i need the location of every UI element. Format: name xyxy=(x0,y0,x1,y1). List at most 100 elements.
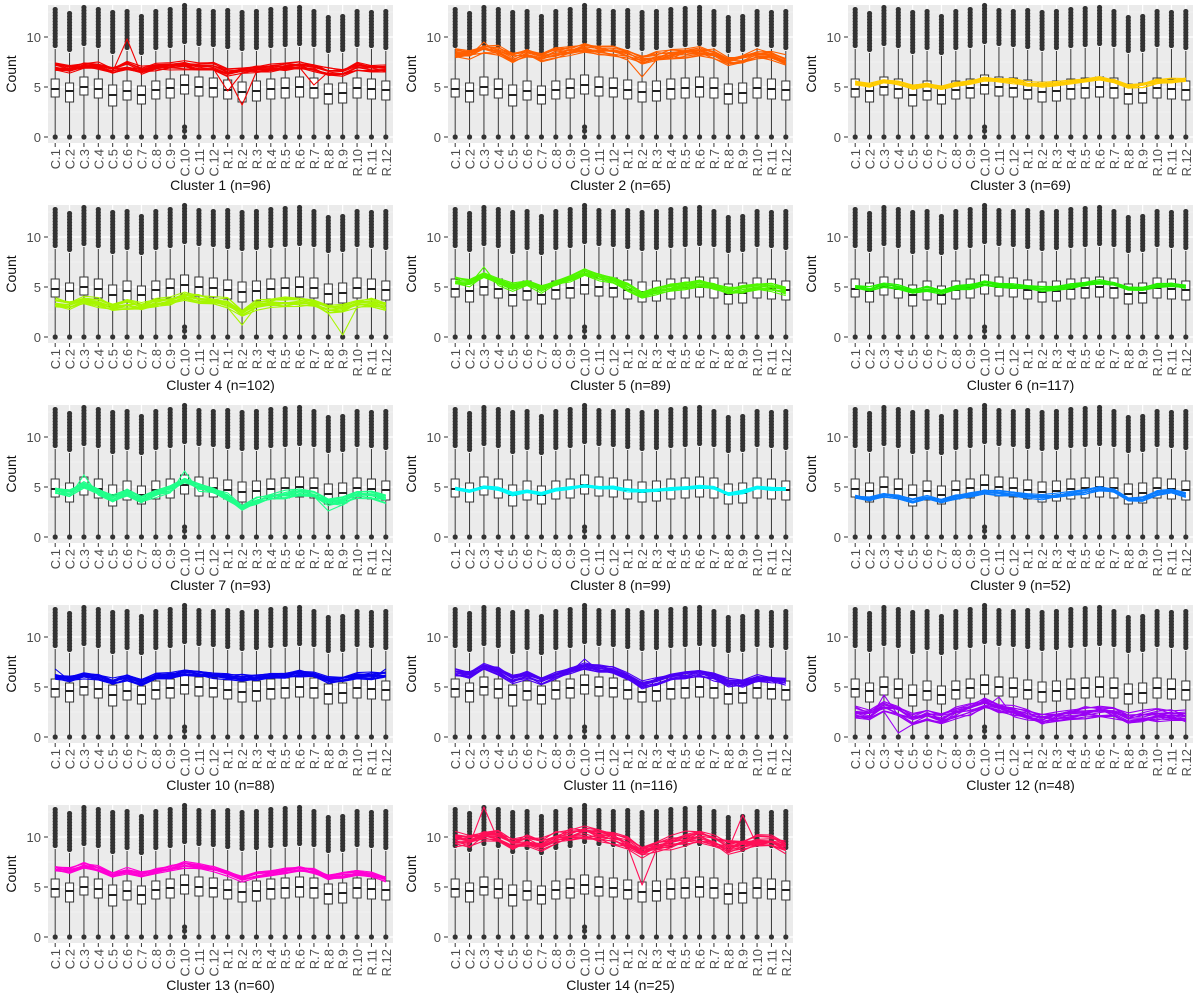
outlier-point xyxy=(340,534,345,539)
outlier-point xyxy=(596,134,601,139)
x-tick-label: C.6 xyxy=(520,149,535,169)
outlier-point xyxy=(239,334,244,339)
outlier-point xyxy=(1054,409,1059,414)
outlier-point xyxy=(896,207,901,212)
outlier-point xyxy=(124,334,129,339)
x-tick-label: C.8 xyxy=(549,349,564,369)
outlier-point xyxy=(1140,214,1145,219)
outlier-point xyxy=(268,334,273,339)
outlier-point xyxy=(697,334,702,339)
x-tick-label: R.8 xyxy=(321,149,336,169)
outlier-point xyxy=(539,214,544,219)
outlier-point xyxy=(582,124,587,129)
outlier-point xyxy=(96,334,101,339)
outlier-point xyxy=(939,214,944,219)
x-tick-label: C.12 xyxy=(206,349,221,376)
cluster-title: Cluster 2 (n=65) xyxy=(570,177,671,193)
x-tick-label: R.2 xyxy=(235,149,250,169)
outlier-point xyxy=(639,410,644,415)
outlier-point xyxy=(1011,209,1016,214)
outlier-point xyxy=(1083,334,1088,339)
outlier-point xyxy=(625,408,630,413)
outlier-point xyxy=(1054,534,1059,539)
outlier-point xyxy=(510,134,515,139)
x-tick-label: R.1 xyxy=(1021,349,1036,369)
outlier-point xyxy=(769,534,774,539)
outlier-point xyxy=(754,9,759,14)
outlier-point xyxy=(369,534,374,539)
outlier-point xyxy=(297,405,302,410)
x-tick-label: C.6 xyxy=(920,549,935,569)
outlier-point xyxy=(639,10,644,15)
outlier-point xyxy=(953,409,958,414)
y-tick-label: 5 xyxy=(834,80,841,95)
y-tick-label: 0 xyxy=(834,330,841,345)
outlier-point xyxy=(968,207,973,212)
outlier-point xyxy=(668,534,673,539)
outlier-point xyxy=(953,134,958,139)
outlier-point xyxy=(683,334,688,339)
x-tick-label: R.12 xyxy=(379,349,394,376)
outlier-point xyxy=(153,534,158,539)
outlier-point xyxy=(896,534,901,539)
x-tick-label: R.1 xyxy=(621,549,636,569)
outlier-point xyxy=(783,134,788,139)
x-tick-label: R.1 xyxy=(621,149,636,169)
x-tick-label: C.7 xyxy=(534,349,549,369)
outlier-point xyxy=(182,334,187,339)
outlier-point xyxy=(654,534,659,539)
x-tick-label: C.3 xyxy=(477,549,492,569)
outlier-point xyxy=(524,209,529,214)
x-tick-label: R.2 xyxy=(1035,349,1050,369)
outlier-point xyxy=(110,210,115,215)
x-tick-label: C.10 xyxy=(578,349,593,376)
x-tick-label: C.5 xyxy=(906,349,921,369)
y-axis-label: Count xyxy=(803,455,819,492)
outlier-point xyxy=(110,534,115,539)
y-axis-label: Count xyxy=(3,455,19,492)
y-tick-label: 5 xyxy=(34,80,41,95)
outlier-point xyxy=(239,10,244,15)
outlier-point xyxy=(968,134,973,139)
outlier-point xyxy=(239,534,244,539)
outlier-point xyxy=(1097,134,1102,139)
outlier-point xyxy=(225,208,230,213)
x-tick-label: R.7 xyxy=(1107,149,1122,169)
outlier-point xyxy=(453,7,458,12)
outlier-point xyxy=(668,407,673,412)
outlier-point xyxy=(582,203,587,208)
outlier-point xyxy=(1039,210,1044,215)
y-tick-label: 10 xyxy=(827,430,841,445)
x-tick-label: C.8 xyxy=(549,149,564,169)
outlier-point xyxy=(553,534,558,539)
outlier-point xyxy=(639,334,644,339)
outlier-point xyxy=(1011,334,1016,339)
x-tick-label: C.8 xyxy=(149,149,164,169)
outlier-point xyxy=(1039,334,1044,339)
y-tick-label: 0 xyxy=(434,530,441,545)
x-tick-label: C.4 xyxy=(91,349,106,369)
x-tick-label: R.4 xyxy=(1064,149,1079,169)
outlier-point xyxy=(225,534,230,539)
outlier-point xyxy=(996,408,1001,413)
outlier-point xyxy=(254,9,259,14)
outlier-point xyxy=(453,207,458,212)
outlier-point xyxy=(182,524,187,529)
x-tick-label: C.3 xyxy=(477,149,492,169)
outlier-point xyxy=(124,409,129,414)
outlier-point xyxy=(196,534,201,539)
x-tick-label: R.9 xyxy=(336,349,351,369)
outlier-point xyxy=(924,209,929,214)
x-tick-label: C.9 xyxy=(963,349,978,369)
y-tick-label: 0 xyxy=(34,530,41,545)
outlier-point xyxy=(53,407,58,412)
x-tick-label: C.9 xyxy=(163,349,178,369)
outlier-point xyxy=(783,534,788,539)
x-tick-label: R.7 xyxy=(707,549,722,569)
outlier-point xyxy=(740,414,745,419)
